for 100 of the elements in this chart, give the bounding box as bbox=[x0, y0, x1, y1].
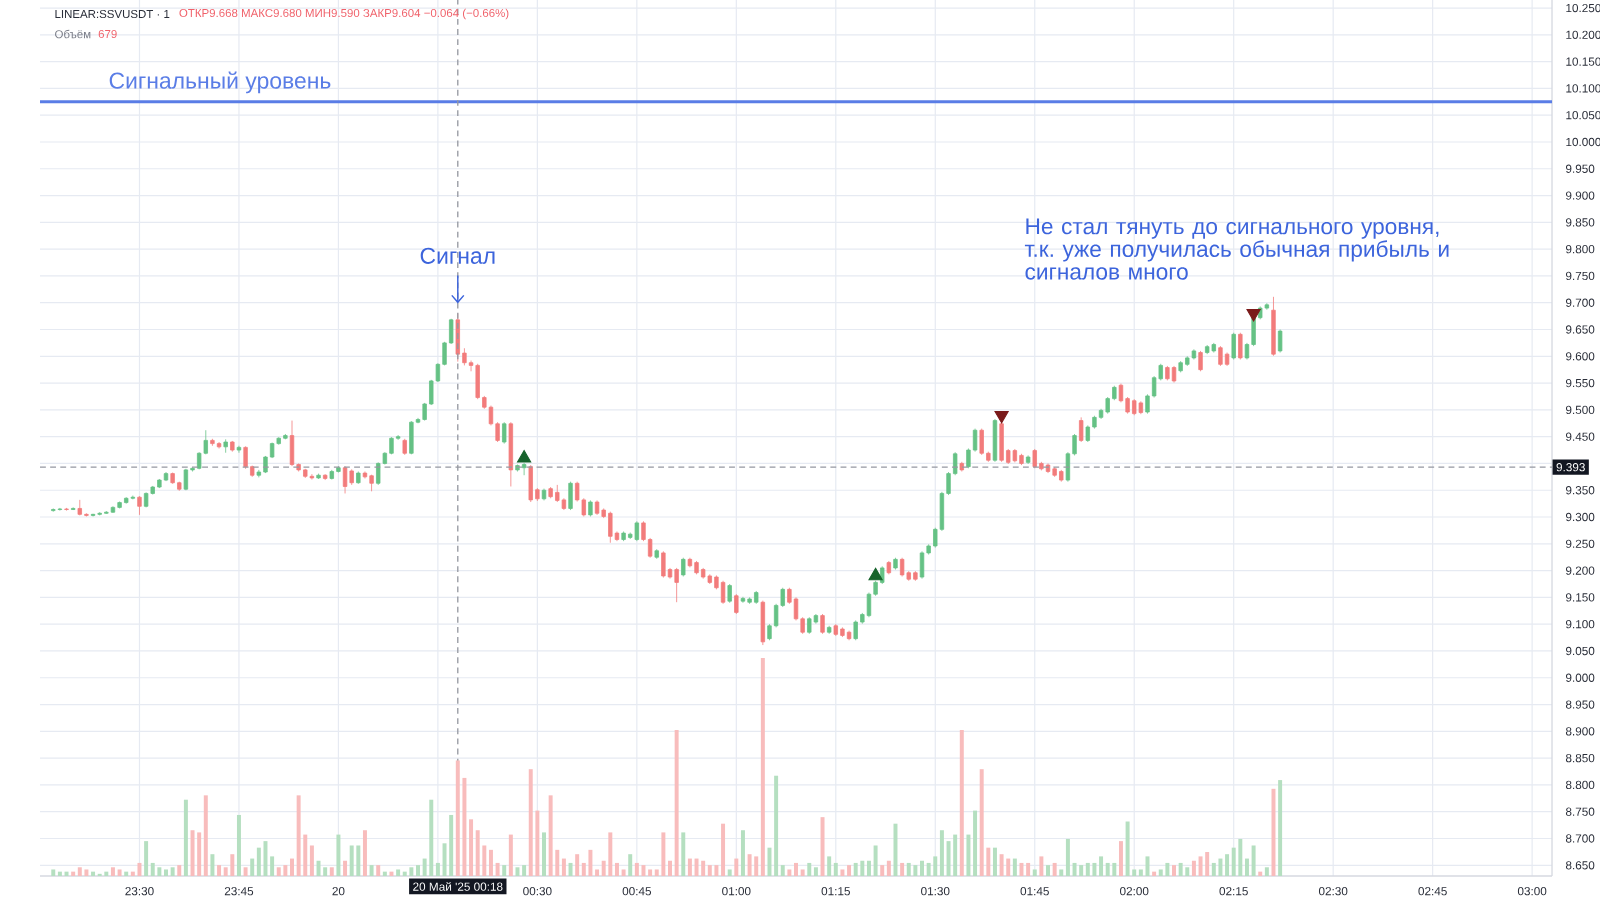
candlestick bbox=[826, 625, 832, 635]
candlestick bbox=[568, 481, 573, 511]
candlestick bbox=[502, 421, 507, 445]
candlestick bbox=[886, 560, 892, 575]
candlestick bbox=[913, 570, 918, 582]
candlestick bbox=[919, 550, 925, 580]
ref-line-label: Сигнальный уровень bbox=[109, 71, 331, 94]
candlestick bbox=[1138, 400, 1144, 415]
candlestick bbox=[979, 428, 984, 456]
candlestick bbox=[1171, 365, 1177, 383]
candlestick bbox=[243, 445, 248, 470]
candlestick bbox=[694, 560, 699, 575]
candlestick bbox=[124, 496, 129, 505]
candlestick bbox=[1191, 348, 1197, 360]
candlestick bbox=[840, 626, 845, 638]
candlestick bbox=[110, 505, 116, 514]
candlestick bbox=[508, 421, 514, 487]
candlestick bbox=[681, 557, 686, 577]
candlestick bbox=[1238, 332, 1243, 360]
candlestick bbox=[342, 465, 348, 494]
annotation: Сигнал bbox=[420, 247, 495, 264]
candlestick bbox=[210, 438, 215, 447]
candlestick bbox=[183, 468, 189, 491]
candlestick bbox=[555, 484, 560, 503]
candlestick bbox=[309, 473, 315, 480]
candlestick bbox=[1211, 342, 1216, 353]
candlestick bbox=[521, 462, 527, 476]
candlestick bbox=[707, 573, 712, 585]
candlestick bbox=[760, 600, 766, 646]
candlestick bbox=[216, 441, 222, 449]
candlestick bbox=[720, 580, 726, 605]
candlestick bbox=[1264, 302, 1270, 311]
candlestick bbox=[846, 630, 852, 641]
candlestick bbox=[283, 433, 288, 440]
candlestick bbox=[236, 445, 242, 454]
candlestick bbox=[608, 511, 613, 544]
candlestick bbox=[177, 481, 182, 492]
candlestick bbox=[1165, 365, 1170, 381]
candlestick bbox=[1224, 352, 1230, 367]
annotation: Не стал тянуть до сигнального уровня, т.к. уже получилась обычная прибыль и сигналов много bbox=[1024, 218, 1449, 280]
candlestick bbox=[349, 468, 354, 486]
candlestick bbox=[336, 465, 341, 473]
candlestick bbox=[621, 531, 626, 542]
candlestick bbox=[727, 583, 732, 604]
candlestick bbox=[329, 469, 334, 480]
candlestick bbox=[223, 438, 228, 454]
candlestick bbox=[137, 495, 142, 516]
candlestick bbox=[316, 473, 321, 480]
candlestick bbox=[959, 461, 964, 472]
candlestick bbox=[687, 557, 693, 568]
candlestick bbox=[634, 520, 640, 542]
candlestick bbox=[1277, 329, 1283, 353]
candlestick bbox=[833, 623, 838, 637]
point bbox=[994, 410, 1009, 424]
candlestick bbox=[588, 500, 593, 517]
candlestick bbox=[157, 478, 162, 489]
candlestick bbox=[230, 440, 235, 453]
candlestick bbox=[674, 567, 679, 603]
candlestick bbox=[661, 550, 666, 578]
candlestick bbox=[77, 499, 82, 516]
candlestick bbox=[1204, 344, 1210, 355]
candlestick bbox=[594, 500, 600, 516]
candlestick bbox=[1132, 398, 1137, 416]
candlestick bbox=[1185, 355, 1190, 367]
candlestick bbox=[170, 472, 175, 485]
candlestick bbox=[1231, 332, 1236, 360]
candlestick bbox=[1198, 350, 1203, 372]
candlestick bbox=[654, 548, 659, 560]
candlestick bbox=[740, 596, 746, 604]
point bbox=[1246, 309, 1261, 322]
candlestick bbox=[143, 491, 149, 508]
candlestick bbox=[1052, 466, 1057, 478]
candlestick bbox=[1025, 455, 1031, 465]
candlestick bbox=[1078, 416, 1084, 443]
candlestick bbox=[734, 593, 739, 615]
candlestick bbox=[356, 471, 361, 485]
candlestick bbox=[999, 421, 1004, 463]
candlestick bbox=[853, 620, 858, 641]
candlestick bbox=[1218, 345, 1223, 367]
candlestick bbox=[548, 486, 553, 499]
candlestick bbox=[163, 471, 169, 482]
candlestick bbox=[369, 474, 374, 492]
candlestick bbox=[1019, 453, 1024, 466]
candlestick bbox=[1045, 463, 1051, 474]
candlestick bbox=[409, 420, 414, 455]
candlestick bbox=[700, 567, 706, 580]
candlestick bbox=[289, 420, 295, 467]
candlestick bbox=[820, 613, 825, 635]
point bbox=[868, 567, 883, 581]
candlestick bbox=[747, 597, 752, 605]
point bbox=[516, 449, 532, 463]
candlestick bbox=[893, 557, 898, 570]
candlestick bbox=[899, 557, 905, 577]
candlestick bbox=[117, 501, 122, 509]
candlestick bbox=[1012, 448, 1018, 463]
candlestick bbox=[1271, 296, 1276, 357]
candlestick bbox=[807, 616, 812, 635]
candlestick bbox=[1032, 448, 1037, 469]
candlestick bbox=[402, 438, 407, 456]
candlestick bbox=[1059, 469, 1064, 483]
